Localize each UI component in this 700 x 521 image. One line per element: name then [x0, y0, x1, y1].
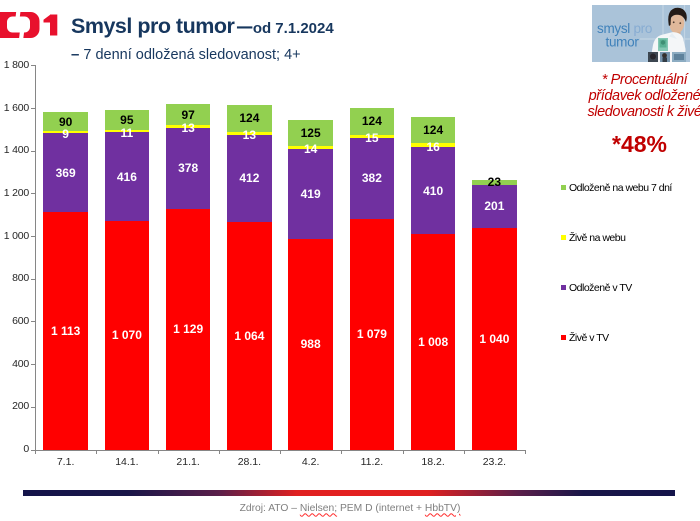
svg-text:tumor: tumor: [606, 35, 640, 50]
svg-text:smysl pro: smysl pro: [597, 21, 652, 36]
